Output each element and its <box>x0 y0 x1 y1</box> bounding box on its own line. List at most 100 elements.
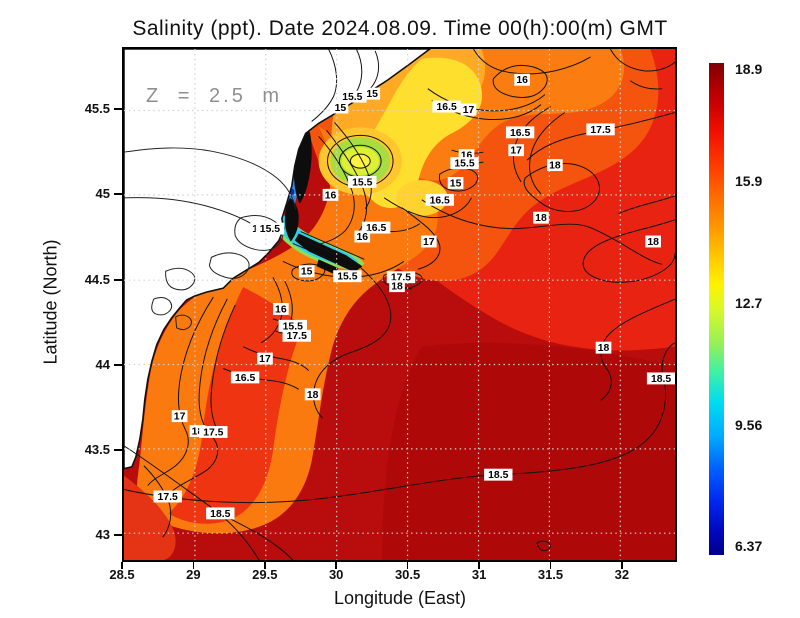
y-tick-mark <box>114 108 122 110</box>
contour-label: 18.5 <box>651 374 671 385</box>
contour-label: 16 <box>516 75 528 86</box>
x-tick-label: 28.5 <box>109 567 135 582</box>
contour-label: 16.5 <box>235 373 255 384</box>
contour-label-box <box>458 149 475 162</box>
x-tick-mark <box>121 562 123 569</box>
contour-label: 16 <box>461 151 473 162</box>
contour-label: 17 <box>463 105 475 116</box>
contour-label-box <box>505 126 535 139</box>
contour-label: 15.5 <box>454 159 474 170</box>
inland-water-outlines <box>124 147 297 331</box>
colorbar-tick-label: 15.9 <box>735 173 763 189</box>
contour-label: 15 <box>366 89 378 100</box>
contour-label-box <box>230 371 260 384</box>
contour-label-box <box>273 303 289 315</box>
x-tick-mark <box>406 562 409 569</box>
contour-label-box <box>420 235 437 248</box>
x-tick-mark <box>264 562 266 569</box>
contour-label-box <box>533 211 549 224</box>
contour-label: 15 <box>301 267 313 278</box>
y-axis-title: Latitude (North) <box>40 239 61 365</box>
contour-label: 17 <box>174 412 186 423</box>
contour-label-box <box>425 193 454 206</box>
contour-label: 18 <box>549 161 561 172</box>
contour-label-box <box>460 103 477 116</box>
y-tick-label: 44.5 <box>84 272 110 287</box>
contour-label-box <box>386 271 416 284</box>
x-tick-mark <box>335 562 337 569</box>
contour-label-box <box>646 372 675 385</box>
contour-label-box <box>206 507 235 520</box>
contour-label-box <box>282 329 311 342</box>
y-tick-label: 45.5 <box>84 101 110 116</box>
y-tick-label: 44 <box>95 357 110 372</box>
contour-label: 18 <box>192 426 204 437</box>
contour-label: 15.5 <box>260 224 280 235</box>
contour-label: 18 <box>535 213 547 224</box>
plot-title: Salinity (ppt). Date 2024.08.09. Time 00… <box>132 17 668 40</box>
contour-label: 17.5 <box>158 492 178 503</box>
y-tick-mark <box>114 449 122 451</box>
contour-label-box <box>354 230 371 243</box>
contour-label-box <box>257 352 273 365</box>
contour-label: 18 <box>598 343 610 354</box>
map-plot-area: 15.5 15 15 16.5 17 16 17.5 16.5 17 18 15.5 16 16 15.5… <box>122 47 677 562</box>
contour-label: 18.5 <box>488 470 508 481</box>
contour-label-box <box>298 265 315 278</box>
x-tick-label: 29 <box>186 567 201 582</box>
contour-label: 15.5 <box>352 177 372 188</box>
contour-label-box <box>333 270 362 283</box>
contour-label-box <box>332 101 349 114</box>
contour-label-box <box>508 144 524 157</box>
contour-label: 16.5 <box>366 223 386 234</box>
contour-label-box <box>364 87 381 100</box>
contour-lines <box>124 49 675 560</box>
contour-label: 16 <box>325 190 337 201</box>
contour-label-box <box>389 280 405 293</box>
contour-label: 17 <box>510 146 522 157</box>
colorbar-tick-label: 9.56 <box>735 417 763 433</box>
contour-label-box <box>322 188 339 201</box>
contour-label: 15 <box>450 178 462 189</box>
x-tick-label: 30 <box>328 567 344 582</box>
contour-label-box <box>153 490 182 503</box>
contour-label-box <box>645 235 662 248</box>
contour-label-box <box>199 426 228 438</box>
contour-label: 18 <box>307 390 319 401</box>
contour-label-box <box>450 157 479 170</box>
contour-label-box <box>547 159 563 172</box>
contour-label: 18 <box>391 282 403 293</box>
x-tick-label: 31.5 <box>537 567 564 582</box>
y-tick-mark <box>114 193 122 195</box>
land <box>124 49 432 470</box>
contour-label: 18 <box>647 237 659 248</box>
y-tick-label: 45 <box>95 186 110 201</box>
x-tick-label: 30.5 <box>394 567 421 582</box>
contour-label-box <box>484 468 513 481</box>
colorbar-tick-label: 18.9 <box>735 61 763 77</box>
x-tick-mark <box>621 562 623 569</box>
x-tick-mark <box>478 562 480 569</box>
contour-label-box <box>255 222 285 235</box>
contour-label-box <box>514 73 530 86</box>
contour-label: 17.5 <box>203 427 223 438</box>
contour-label: 15.5 <box>283 321 303 332</box>
y-tick-mark <box>114 534 122 536</box>
contour-label: 16.5 <box>510 128 530 139</box>
y-tick-mark <box>114 279 122 281</box>
contour-label: 15.5 <box>337 272 357 283</box>
colorbar <box>709 63 724 555</box>
contour-label: 16 <box>275 304 287 315</box>
x-tick-mark <box>549 562 552 569</box>
contour-label-box <box>586 123 615 136</box>
contour-label-box <box>432 100 461 113</box>
x-axis-title: Longitude (East) <box>333 588 467 608</box>
depth-annotation: Z = 2.5 m <box>146 85 283 107</box>
contour-label-box <box>171 410 188 423</box>
contour-label-box <box>304 388 321 401</box>
contour-label-box <box>348 176 377 188</box>
contour-label: 17.5 <box>391 273 411 284</box>
